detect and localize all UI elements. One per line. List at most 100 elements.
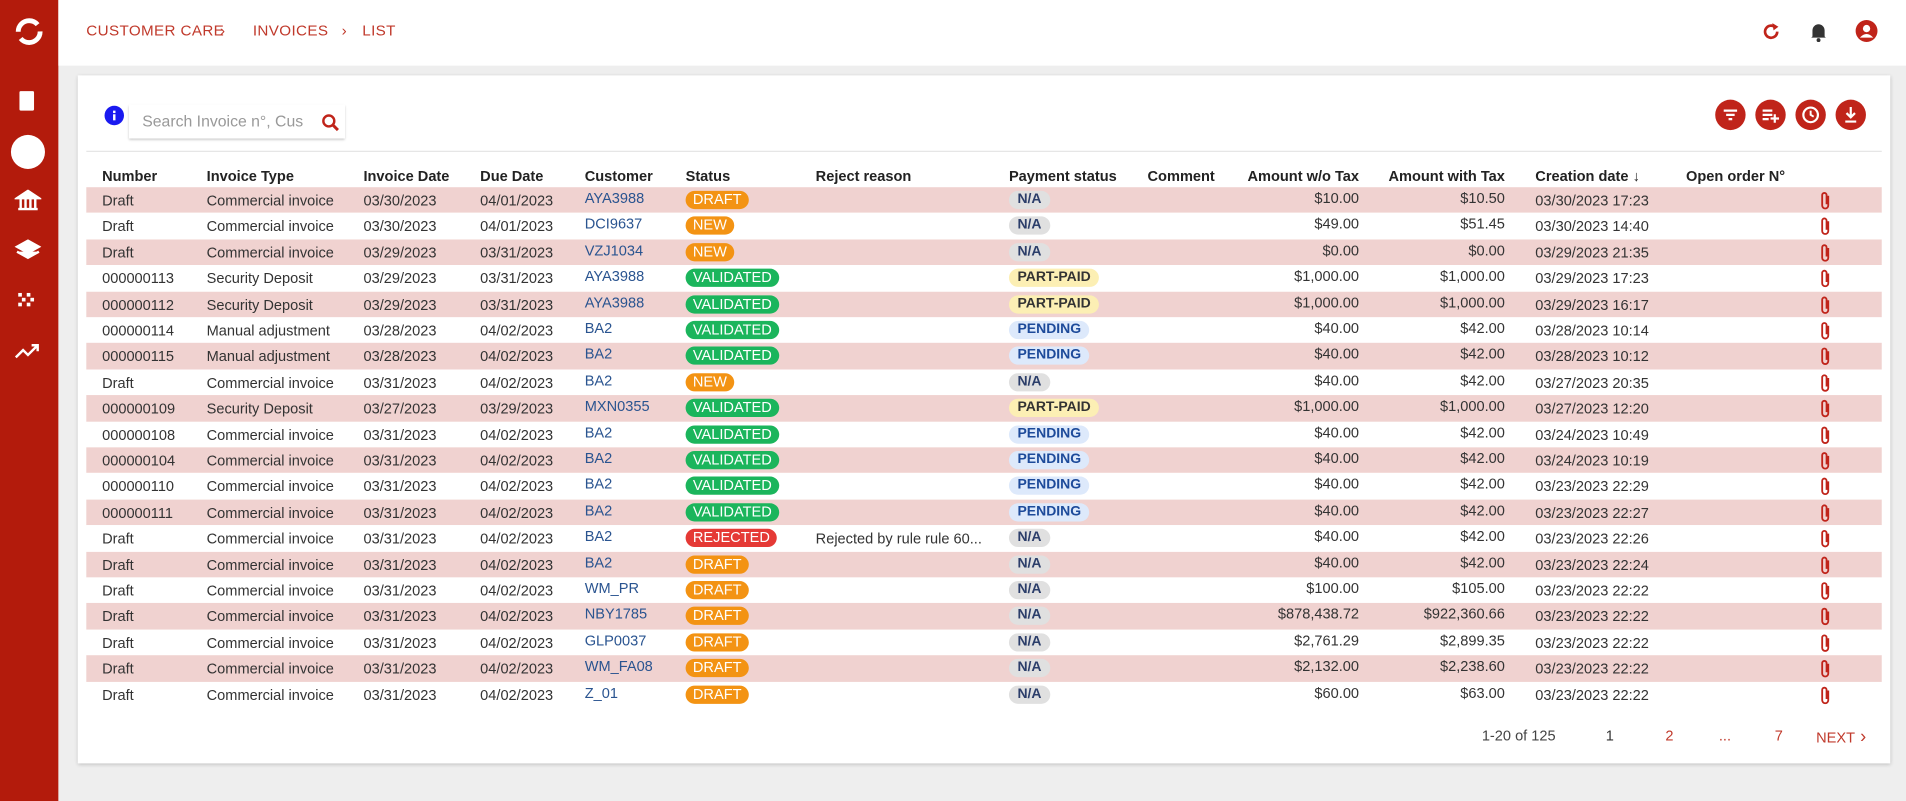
table-row[interactable]: Draft Commercial invoice 03/31/2023 04/02/2…: [86, 681, 1882, 708]
add-invoice-button[interactable]: [1755, 99, 1786, 131]
attachment-icon[interactable]: [1820, 217, 1832, 236]
table-row[interactable]: Draft Commercial invoice 03/31/2023 04/02/2…: [86, 577, 1882, 604]
attachment-icon[interactable]: [1820, 607, 1832, 626]
nav-icon[interactable]: [15, 292, 42, 311]
customer-link[interactable]: VZJ1034: [584, 241, 644, 259]
next-arrow[interactable]: ›: [1855, 726, 1867, 748]
attachment-icon[interactable]: [1820, 269, 1832, 288]
page-link[interactable]: 2: [1665, 726, 1674, 744]
table-row[interactable]: Draft Commercial invoice 03/29/2023 03/31/2…: [86, 239, 1882, 266]
attachment-icon[interactable]: [1820, 451, 1832, 470]
attachment-icon[interactable]: [1820, 503, 1832, 522]
column-header[interactable]: Open order N°: [1686, 167, 1786, 185]
customer-link[interactable]: GLP0037: [584, 631, 647, 649]
attachment-icon[interactable]: [1820, 425, 1832, 444]
column-header[interactable]: Invoice Type: [206, 167, 294, 185]
account-button[interactable]: [1855, 19, 1878, 42]
column-header[interactable]: Comment: [1147, 167, 1215, 185]
attachment-icon[interactable]: [1820, 685, 1832, 704]
customer-link[interactable]: MXN0355: [584, 397, 650, 415]
search-icon[interactable]: [321, 113, 340, 132]
table-row[interactable]: 000000112 Security Deposit 03/29/2023 03/31…: [86, 291, 1882, 318]
column-header[interactable]: Customer: [584, 167, 653, 185]
page-link[interactable]: 1: [1605, 726, 1614, 744]
table-row[interactable]: Draft Commercial invoice 03/30/2023 04/01/2…: [86, 187, 1882, 214]
attachment-icon[interactable]: [1820, 295, 1832, 314]
table-row[interactable]: Draft Commercial invoice 03/31/2023 04/02/2…: [86, 629, 1882, 656]
attachment-icon[interactable]: [1820, 659, 1832, 678]
breadcrumb-item[interactable]: CUSTOMER CARE: [86, 21, 225, 39]
customer-link[interactable]: BA2: [584, 371, 613, 389]
next-button[interactable]: NEXT ›: [1816, 726, 1867, 748]
table-row[interactable]: Draft Commercial invoice 03/31/2023 04/02/2…: [86, 603, 1882, 630]
column-header[interactable]: Payment status: [1008, 167, 1117, 185]
attachment-icon[interactable]: [1820, 581, 1832, 600]
customer-link[interactable]: BA2: [584, 319, 613, 337]
column-header[interactable]: Creation date ↓: [1535, 167, 1640, 185]
attachment-icon[interactable]: [1820, 321, 1832, 340]
customer-link[interactable]: BA2: [584, 553, 613, 571]
refresh-button[interactable]: [1760, 21, 1782, 43]
column-header[interactable]: Invoice Date: [363, 167, 450, 185]
column-header[interactable]: Number: [102, 167, 158, 185]
search-box[interactable]: Search Invoice n°, Cus: [129, 105, 345, 139]
nav-icon[interactable]: [14, 342, 42, 361]
nav-icon[interactable]: [15, 90, 39, 112]
customer-link[interactable]: DCI9637: [584, 215, 643, 233]
attachment-icon[interactable]: [1820, 555, 1832, 574]
table-row[interactable]: Draft Commercial invoice 03/30/2023 04/01/2…: [86, 213, 1882, 240]
column-header[interactable]: Status: [685, 167, 731, 185]
attachment-icon[interactable]: [1820, 399, 1832, 418]
table-row[interactable]: 000000113 Security Deposit 03/29/2023 03/31…: [86, 265, 1882, 292]
nav-icon[interactable]: [14, 239, 42, 261]
download-button[interactable]: [1835, 99, 1866, 131]
customer-link[interactable]: WM_PR: [584, 579, 640, 597]
attachment-icon[interactable]: [1820, 191, 1832, 210]
customer-link[interactable]: NBY1785: [584, 605, 648, 623]
table-row[interactable]: 000000115 Manual adjustment 03/28/2023 04/0…: [86, 343, 1882, 370]
notifications-button[interactable]: [1808, 21, 1830, 43]
info-icon[interactable]: [103, 105, 125, 127]
table-row[interactable]: Draft Commercial invoice 03/31/2023 04/02/2…: [86, 655, 1882, 682]
table-row[interactable]: 000000114 Manual adjustment 03/28/2023 04/0…: [86, 317, 1882, 344]
history-button[interactable]: [1795, 99, 1826, 131]
due-date: 04/02/2023: [480, 660, 554, 678]
table-row[interactable]: 000000104 Commercial invoice 03/31/2023 04/…: [86, 447, 1882, 474]
logo[interactable]: [15, 17, 44, 46]
nav-icon[interactable]: [14, 189, 42, 212]
customer-link[interactable]: BA2: [584, 501, 613, 519]
table-row[interactable]: Draft Commercial invoice 03/31/2023 04/02/2…: [86, 551, 1882, 578]
table-row[interactable]: 000000108 Commercial invoice 03/31/2023 04/…: [86, 421, 1882, 448]
table-row[interactable]: 000000109 Security Deposit 03/27/2023 03/29…: [86, 395, 1882, 422]
column-header[interactable]: Amount with Tax: [1388, 167, 1505, 185]
table-row[interactable]: 000000110 Commercial invoice 03/31/2023 04/…: [86, 473, 1882, 500]
customer-link[interactable]: AYA3988: [584, 189, 645, 207]
page-link[interactable]: ...: [1718, 726, 1732, 744]
column-header[interactable]: Amount w/o Tax: [1247, 167, 1360, 185]
filter-button[interactable]: [1715, 99, 1746, 131]
customer-link[interactable]: BA2: [584, 527, 613, 545]
customer-link[interactable]: AYA3988: [584, 293, 645, 311]
customer-link[interactable]: BA2: [584, 449, 613, 467]
customer-link[interactable]: BA2: [584, 423, 613, 441]
page-link[interactable]: 7: [1774, 726, 1783, 744]
attachment-icon[interactable]: [1820, 373, 1832, 392]
attachment-icon[interactable]: [1820, 347, 1832, 366]
customer-link[interactable]: WM_FA08: [584, 657, 653, 675]
customer-link[interactable]: BA2: [584, 345, 613, 363]
customer-link[interactable]: AYA3988: [584, 267, 645, 285]
sort-arrow[interactable]: ↓: [1628, 167, 1640, 185]
column-header[interactable]: Reject reason: [815, 167, 912, 185]
nav-active[interactable]: [10, 134, 45, 169]
table-row[interactable]: Draft Commercial invoice 03/31/2023 04/02/2…: [86, 369, 1882, 396]
customer-link[interactable]: BA2: [584, 475, 613, 493]
column-header[interactable]: Due Date: [480, 167, 544, 185]
attachment-icon[interactable]: [1820, 477, 1832, 496]
attachment-icon[interactable]: [1820, 633, 1832, 652]
attachment-icon[interactable]: [1820, 243, 1832, 262]
breadcrumb-item[interactable]: INVOICES: [252, 21, 329, 39]
table-row[interactable]: Draft Commercial invoice 03/31/2023 04/02/2…: [86, 525, 1882, 552]
table-row[interactable]: 000000111 Commercial invoice 03/31/2023 04/…: [86, 499, 1882, 526]
customer-link[interactable]: Z_01: [584, 683, 618, 701]
attachment-icon[interactable]: [1820, 529, 1832, 548]
